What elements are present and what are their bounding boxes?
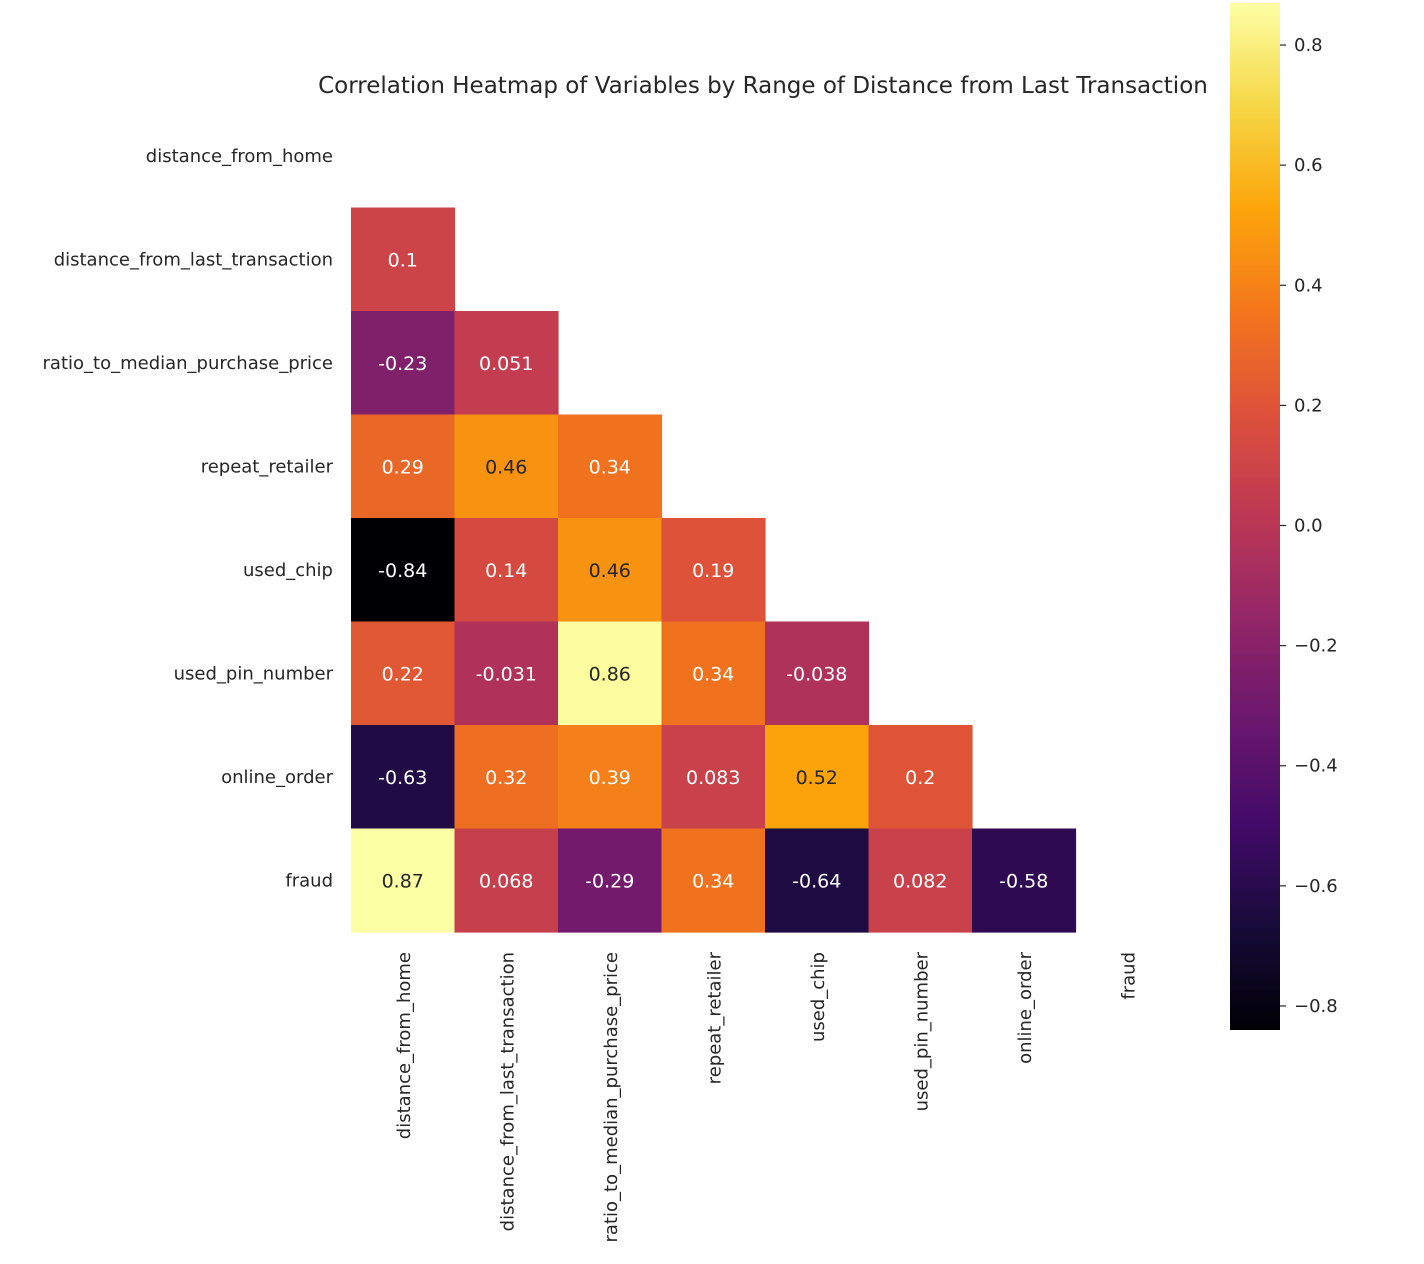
- heatmap-cell-used_chip-ratio_to_median_purchase_price: [558, 518, 663, 623]
- colorbar-tick-label: 0.4: [1294, 275, 1323, 296]
- heatmap-cell-fraud-distance_from_last_transaction: [454, 828, 559, 933]
- colorbar-tick-label: −0.2: [1294, 636, 1338, 657]
- heatmap-cell-value: -0.63: [378, 767, 427, 789]
- heatmap-cell-value: -0.58: [999, 870, 1048, 892]
- y-tick-label: distance_from_last_transaction: [54, 249, 333, 270]
- colorbar-tick-label: −0.8: [1294, 996, 1338, 1017]
- y-tick-label: fraud: [285, 870, 333, 891]
- heatmap-cell-value: 0.87: [382, 870, 424, 892]
- colorbar-tick-label: −0.6: [1294, 876, 1338, 897]
- heatmap-cell-ratio_to_median_purchase_price-distance_from_home: [351, 311, 456, 416]
- x-tick-label: used_chip: [808, 952, 829, 1042]
- heatmap-cell-fraud-used_chip: [765, 828, 870, 933]
- heatmap-cell-used_pin_number-ratio_to_median_purchase_price: [558, 621, 663, 726]
- heatmap-cell-fraud-distance_from_home: [351, 828, 456, 933]
- heatmap-cell-value: 0.068: [479, 870, 533, 892]
- heatmap-cell-value: -0.23: [378, 353, 427, 375]
- heatmap-cell-value: 0.29: [382, 456, 424, 478]
- heatmap-cell-ratio_to_median_purchase_price-distance_from_last_transaction: [454, 311, 559, 416]
- chart-title: Correlation Heatmap of Variables by Rang…: [318, 73, 1208, 99]
- heatmap-cell-value: 0.083: [686, 767, 740, 789]
- heatmap-cell-value: -0.038: [786, 663, 847, 685]
- heatmap-cell-online_order-used_chip: [765, 725, 870, 830]
- x-tick-label: fraud: [1118, 952, 1139, 1000]
- heatmap-cell-value: -0.84: [378, 560, 427, 582]
- heatmap-cell-used_pin_number-distance_from_home: [351, 621, 456, 726]
- x-tick-label: distance_from_last_transaction: [497, 952, 518, 1231]
- heatmap-cell-fraud-online_order: [972, 828, 1077, 933]
- heatmap-cell-value: 0.34: [692, 870, 734, 892]
- heatmap-cell-fraud-repeat_retailer: [661, 828, 766, 933]
- heatmap-cells: 0.1 -0.23 0.051 0.29 0.46 0.34 -0.84 0.14 0.46 0.…: [351, 207, 1077, 933]
- heatmap-cell-value: 0.46: [589, 560, 631, 582]
- heatmap-cell-online_order-used_pin_number: [868, 725, 973, 830]
- heatmap-cell-value: 0.52: [796, 767, 838, 789]
- y-axis-tick-labels: distance_from_home distance_from_last_tra…: [43, 146, 334, 892]
- heatmap-cell-value: 0.082: [893, 870, 947, 892]
- heatmap-cell-online_order-repeat_retailer: [661, 725, 766, 830]
- heatmap-cell-value: -0.031: [476, 663, 537, 685]
- heatmap-cell-value: 0.86: [589, 663, 631, 685]
- x-tick-label: used_pin_number: [911, 951, 932, 1111]
- colorbar-tick-label: −0.4: [1294, 756, 1338, 777]
- heatmap-cell-repeat_retailer-distance_from_home: [351, 414, 456, 519]
- y-tick-label: used_chip: [243, 560, 333, 581]
- heatmap-cell-value: 0.1: [388, 249, 418, 271]
- heatmap-cell-fraud-used_pin_number: [868, 828, 973, 933]
- heatmap-cell-value: 0.34: [692, 663, 734, 685]
- heatmap-cell-used_pin_number-distance_from_last_transaction: [454, 621, 559, 726]
- colorbar-tick-label: 0.8: [1294, 35, 1323, 56]
- x-tick-label: repeat_retailer: [704, 951, 725, 1084]
- heatmap-cell-online_order-ratio_to_median_purchase_price: [558, 725, 663, 830]
- heatmap-cell-online_order-distance_from_last_transaction: [454, 725, 559, 830]
- x-tick-label: online_order: [1015, 951, 1036, 1064]
- heatmap-cell-value: 0.32: [485, 767, 527, 789]
- heatmap-cell-value: -0.64: [792, 870, 841, 892]
- heatmap-cell-value: 0.14: [485, 560, 527, 582]
- colorbar-tick-label: 0.0: [1294, 516, 1323, 537]
- y-tick-label: ratio_to_median_purchase_price: [43, 353, 333, 374]
- colorbar-tick-label: 0.6: [1294, 155, 1323, 176]
- heatmap-cell-repeat_retailer-ratio_to_median_purchase_price: [558, 414, 663, 519]
- heatmap-cell-distance_from_last_transaction-distance_from_home: [351, 207, 456, 312]
- colorbar-tick-label: 0.2: [1294, 395, 1323, 416]
- heatmap-cell-repeat_retailer-distance_from_last_transaction: [454, 414, 559, 519]
- heatmap-cell-value: 0.19: [692, 560, 734, 582]
- heatmap-cell-used_pin_number-repeat_retailer: [661, 621, 766, 726]
- colorbar: [1230, 3, 1280, 1030]
- heatmap-cell-value: 0.39: [589, 767, 631, 789]
- heatmap-cell-value: -0.29: [585, 870, 634, 892]
- y-tick-label: used_pin_number: [174, 663, 334, 684]
- heatmap-cell-value: 0.46: [485, 456, 527, 478]
- colorbar-ticks: 0.8 0.6 0.4 0.2 0.0 −0.2 −0.4 −0.6 −0.8: [1280, 35, 1338, 1017]
- x-tick-label: ratio_to_median_purchase_price: [601, 952, 622, 1242]
- x-tick-label: distance_from_home: [394, 952, 415, 1139]
- heatmap-cell-used_pin_number-used_chip: [765, 621, 870, 726]
- x-axis-tick-labels: distance_from_home distance_from_last_tra…: [394, 951, 1140, 1242]
- heatmap-cell-used_chip-repeat_retailer: [661, 518, 766, 623]
- heatmap-cell-fraud-ratio_to_median_purchase_price: [558, 828, 663, 933]
- heatmap-cell-value: 0.2: [905, 767, 935, 789]
- heatmap-cell-value: 0.34: [589, 456, 631, 478]
- y-tick-label: online_order: [221, 767, 334, 788]
- heatmap-cell-online_order-distance_from_home: [351, 725, 456, 830]
- y-tick-label: distance_from_home: [146, 146, 333, 167]
- heatmap-cell-used_chip-distance_from_last_transaction: [454, 518, 559, 623]
- heatmap-cell-value: 0.22: [382, 663, 424, 685]
- heatmap-cell-used_chip-distance_from_home: [351, 518, 456, 623]
- heatmap-cell-value: 0.051: [479, 353, 533, 375]
- y-tick-label: repeat_retailer: [201, 456, 334, 477]
